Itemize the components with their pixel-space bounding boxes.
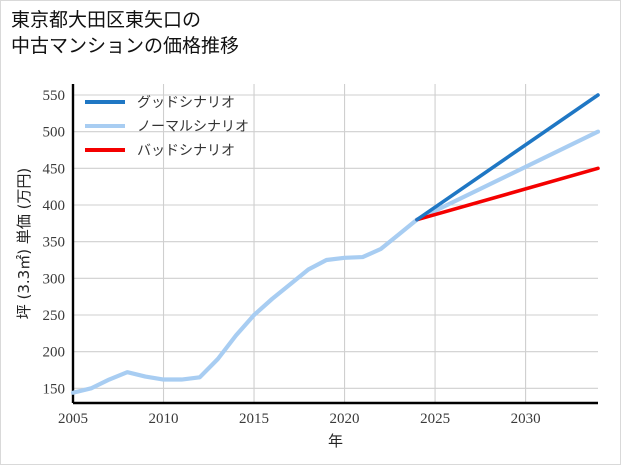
x-tick-label: 2005 xyxy=(58,411,88,427)
y-gridlines xyxy=(73,94,598,389)
page-title: 東京都大田区東矢口の 中古マンションの価格推移 xyxy=(11,9,240,57)
y-tick-label: 150 xyxy=(43,381,66,397)
series-line xyxy=(415,93,600,222)
x-tick-label: 2020 xyxy=(330,411,360,427)
y-axis-title: 坪 (3.3㎡) 単価 (万円) xyxy=(15,168,33,320)
y-tick-label: 250 xyxy=(43,308,66,324)
x-tick-label: 2030 xyxy=(511,411,541,427)
x-axis-title: 年 xyxy=(328,432,343,450)
y-tick-label: 500 xyxy=(43,125,66,141)
y-tick-label: 550 xyxy=(43,88,66,104)
y-tick-labels: 150 200 250 300 350 400 450 500 550 xyxy=(43,88,66,397)
y-tick-label: 450 xyxy=(43,161,66,177)
data-series xyxy=(70,93,601,395)
x-tick-labels: 2005 2010 2015 2020 2025 2030 xyxy=(58,411,541,427)
y-tick-label: 350 xyxy=(43,235,66,251)
legend-label: バッドシナリオ xyxy=(137,143,235,159)
x-tick-label: 2025 xyxy=(420,411,450,427)
y-tick-label: 200 xyxy=(43,345,66,361)
legend-label: ノーマルシナリオ xyxy=(137,119,249,135)
series-line xyxy=(415,166,600,222)
legend-label: グッドシナリオ xyxy=(137,95,235,111)
y-tick-label: 400 xyxy=(43,198,66,214)
x-tick-label: 2010 xyxy=(149,411,179,427)
y-tick-label: 300 xyxy=(43,271,66,287)
series-line xyxy=(70,129,601,395)
axis-spines xyxy=(71,84,598,405)
x-tick-label: 2015 xyxy=(239,411,269,427)
